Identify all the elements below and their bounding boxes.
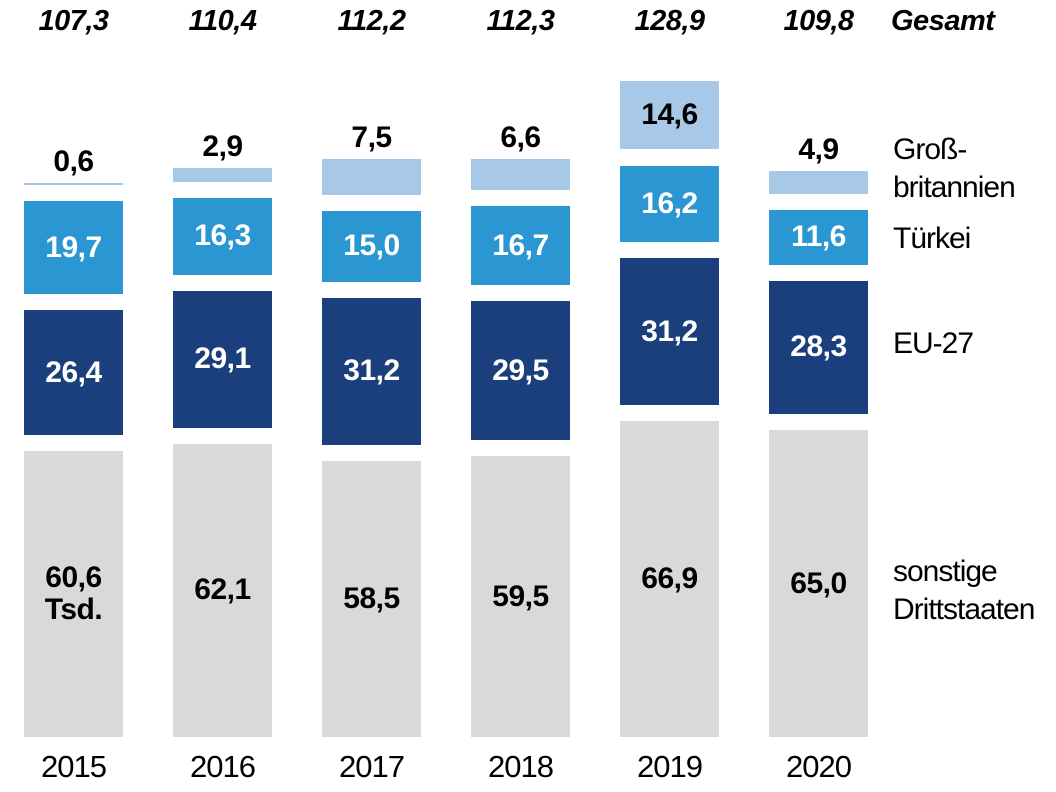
total-label-2017: 112,2 (337, 5, 406, 37)
value-label-gro-britannien-2019: 14,6 (641, 98, 698, 132)
bar-segment-t-rkei-2015 (24, 201, 123, 295)
total-label-2020: 109,8 (783, 5, 854, 37)
bar-segment-t-rkei-2017 (322, 210, 421, 282)
year-label-2018: 2018 (488, 749, 554, 784)
value-label-t-rkei-2020: 11,6 (791, 220, 846, 254)
bar-segment-eu-27-2020 (769, 280, 868, 415)
bar-segment-t-rkei-2016 (173, 197, 272, 275)
bar-segment-gro-britannien-2020 (769, 170, 868, 194)
value-label-gro-britannien-2017: 7,5 (351, 121, 392, 155)
bar-segment-t-rkei-2018 (471, 206, 570, 285)
total-label-2016: 110,4 (188, 5, 257, 37)
legend-grossbritannien: Groß- britannien (893, 133, 1016, 204)
bar-segment-gro-britannien-2015 (24, 182, 123, 186)
bar-segment-sonstige-drittstaaten-2018 (471, 456, 570, 737)
bar-segment-sonstige-drittstaaten-2017 (322, 460, 421, 737)
total-label-2018: 112,3 (486, 5, 555, 37)
value-label-sonstige-drittstaaten-2017: 58,5 (343, 581, 400, 615)
legend-tuerkei: Türkei (893, 222, 971, 255)
value-label-sonstige-drittstaaten-2020: 65,0 (790, 566, 847, 600)
value-label-eu-27-2018: 29,5 (492, 353, 549, 387)
value-label-sonstige-drittstaaten-2016: 62,1 (194, 573, 251, 607)
value-label-sonstige-drittstaaten-2015: 60,6 Tsd. (44, 560, 103, 626)
year-label-2017: 2017 (339, 749, 405, 784)
value-label-eu-27-2015: 26,4 (45, 355, 102, 389)
bar-segment-gro-britannien-2018 (471, 158, 570, 191)
value-label-eu-27-2020: 28,3 (790, 330, 847, 364)
bar-segment-t-rkei-2019 (620, 165, 719, 242)
total-label-2015: 107,3 (38, 5, 109, 37)
bar-segment-sonstige-drittstaaten-2019 (620, 421, 719, 737)
bar-segment-eu-27-2016 (173, 290, 272, 428)
value-label-eu-27-2016: 29,1 (194, 342, 251, 376)
legend-sonstige-drittstaaten: sonstige Drittstaaten (893, 555, 1035, 626)
value-label-sonstige-drittstaaten-2019: 66,9 (641, 562, 698, 596)
bar-segment-sonstige-drittstaaten-2015 (24, 450, 123, 737)
value-label-t-rkei-2017: 15,0 (343, 229, 400, 263)
value-label-t-rkei-2016: 16,3 (194, 219, 251, 253)
value-label-gro-britannien-2016: 2,9 (202, 129, 243, 163)
year-label-2020: 2020 (786, 749, 852, 784)
total-label-2019: 128,9 (634, 5, 705, 37)
year-label-2019: 2019 (637, 749, 703, 784)
gesamt-label: Gesamt (891, 5, 995, 37)
value-label-eu-27-2017: 31,2 (343, 354, 400, 388)
value-label-gro-britannien-2015: 0,6 (53, 144, 94, 178)
value-label-t-rkei-2018: 16,7 (492, 228, 549, 262)
bar-segment-gro-britannien-2016 (173, 167, 272, 182)
bar-segment-eu-27-2019 (620, 257, 719, 406)
bar-segment-eu-27-2018 (471, 300, 570, 441)
bar-segment-gro-britannien-2019 (620, 80, 719, 150)
bar-segment-gro-britannien-2017 (322, 159, 421, 195)
value-label-sonstige-drittstaaten-2018: 59,5 (492, 579, 549, 613)
bar-segment-sonstige-drittstaaten-2016 (173, 443, 272, 737)
value-label-gro-britannien-2018: 6,6 (500, 120, 541, 154)
value-label-t-rkei-2015: 19,7 (45, 230, 102, 264)
bar-segment-t-rkei-2020 (769, 209, 868, 265)
year-label-2016: 2016 (190, 749, 256, 784)
bar-segment-eu-27-2015 (24, 310, 123, 435)
legend-eu27: EU-27 (893, 327, 974, 360)
bar-segment-sonstige-drittstaaten-2020 (769, 430, 868, 737)
value-label-gro-britannien-2020: 4,9 (798, 132, 839, 166)
value-label-eu-27-2019: 31,2 (641, 314, 698, 348)
value-label-t-rkei-2019: 16,2 (641, 186, 698, 220)
bar-segment-eu-27-2017 (322, 297, 421, 445)
year-label-2015: 2015 (41, 749, 107, 784)
